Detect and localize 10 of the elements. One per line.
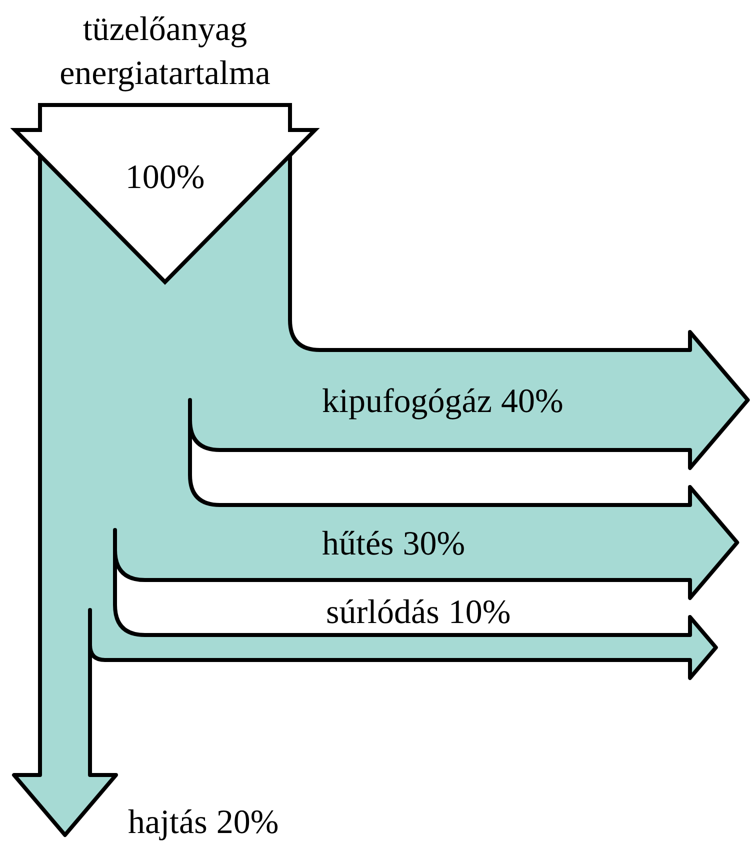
text: 100% — [125, 159, 205, 196]
text: tüzelőanyag energiatartalma — [60, 11, 270, 92]
category-label: hajtás — [128, 804, 208, 841]
category-label: kipufogógáz — [322, 382, 492, 420]
data-label: 10% — [448, 594, 511, 631]
category-label: hűtés — [322, 525, 394, 562]
data-label: 40% — [500, 382, 564, 420]
category-label: súrlódás — [326, 594, 440, 631]
data-label: 20% — [216, 804, 279, 841]
data-label: 30% — [402, 525, 466, 562]
